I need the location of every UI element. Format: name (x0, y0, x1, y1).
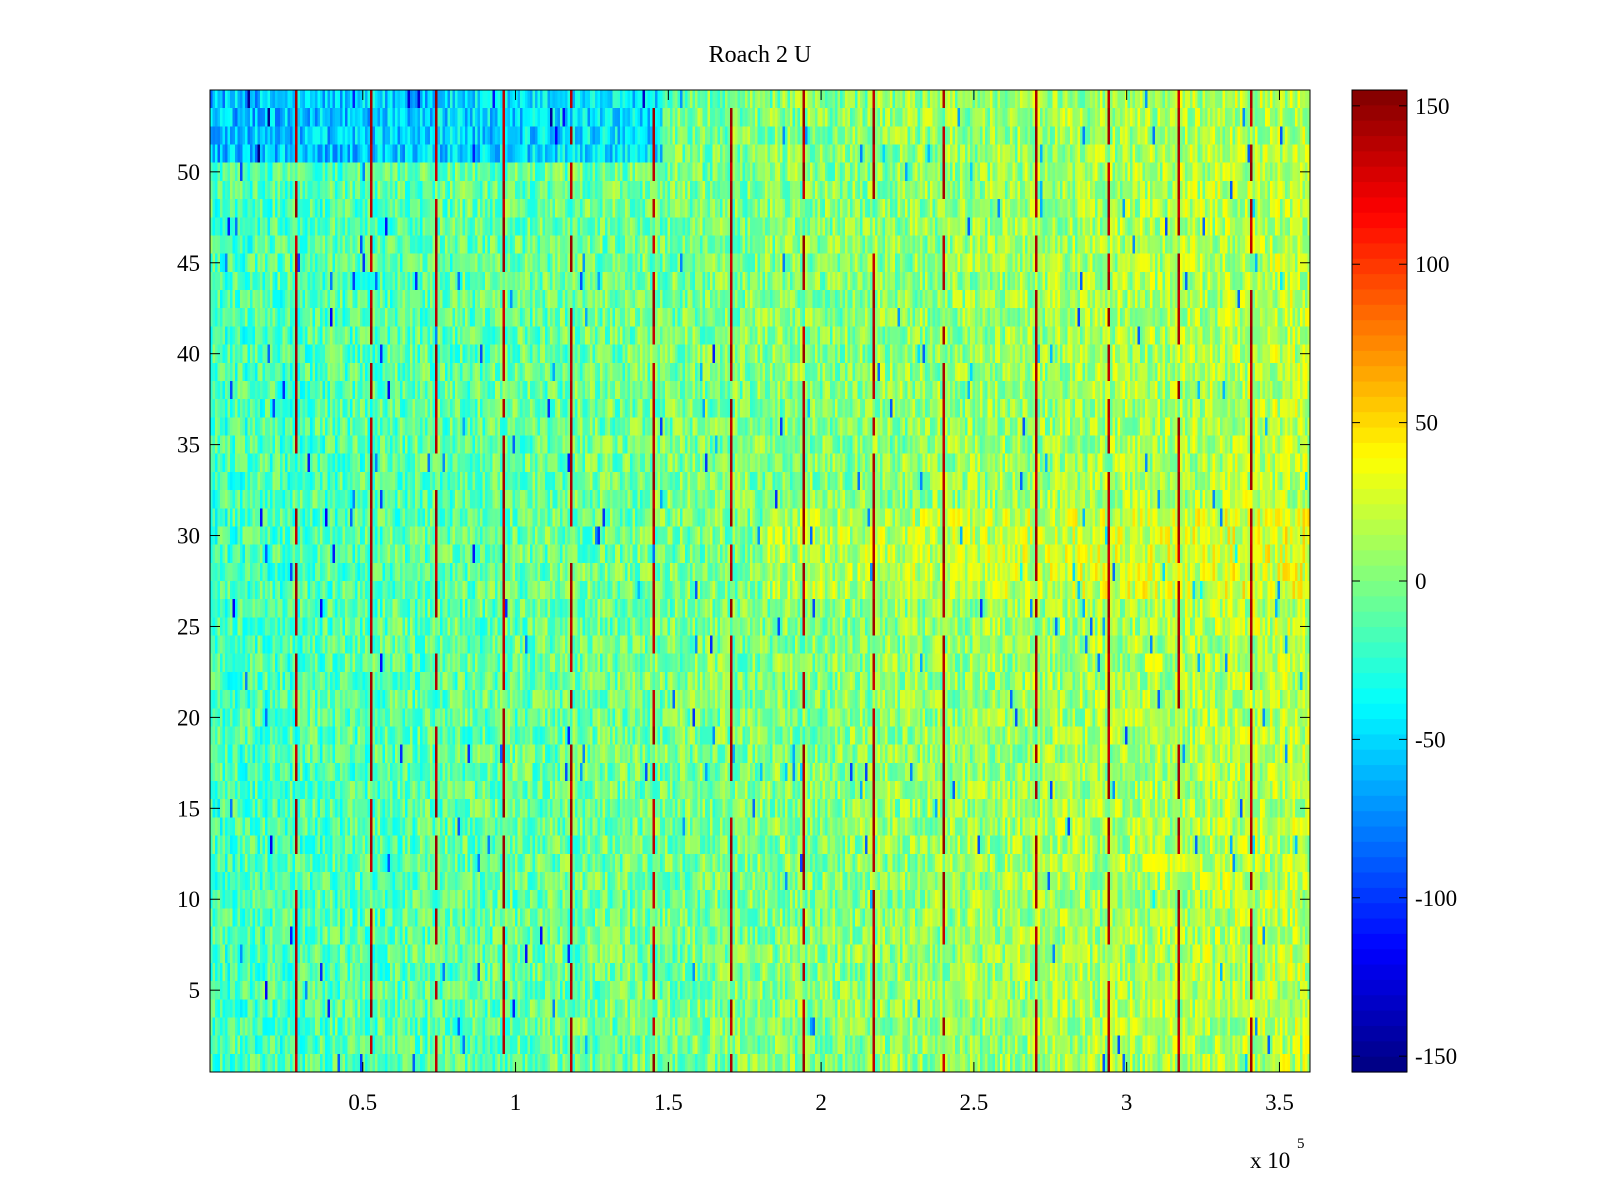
colorbar-segment (1352, 458, 1407, 475)
x-tick-label: 2 (815, 1090, 827, 1115)
colorbar-tick-label: 150 (1415, 94, 1450, 119)
x-exponent-label: x 10 (1250, 1148, 1290, 1173)
colorbar-segment (1352, 274, 1407, 291)
colorbar-tick-label: 50 (1415, 411, 1438, 436)
y-tick-label: 45 (177, 251, 200, 276)
y-tick-label: 15 (177, 796, 200, 821)
colorbar-segment (1352, 857, 1407, 874)
x-tick-label: 0.5 (348, 1090, 377, 1115)
y-tick-label: 30 (177, 524, 200, 549)
colorbar-segment (1352, 381, 1407, 398)
colorbar-segment (1352, 872, 1407, 889)
colorbar-segment (1352, 903, 1407, 920)
colorbar-segment (1352, 442, 1407, 459)
colorbar-segment (1352, 427, 1407, 444)
colorbar-segment (1352, 412, 1407, 429)
colorbar-segment (1352, 289, 1407, 306)
x-tick-label: 3 (1121, 1090, 1133, 1115)
colorbar-segment (1352, 396, 1407, 413)
y-tick-label: 35 (177, 433, 200, 458)
colorbar-segment (1352, 703, 1407, 720)
colorbar-segment (1352, 565, 1407, 582)
chart-title: Roach 2 U (708, 42, 812, 68)
heatmap-cells (210, 90, 1310, 1072)
colorbar-segment (1352, 795, 1407, 812)
heatmap (210, 90, 1310, 1072)
colorbar-segment (1352, 1025, 1407, 1042)
colorbar-segment (1352, 304, 1407, 321)
colorbar-segment (1352, 519, 1407, 536)
colorbar-segment (1352, 627, 1407, 643)
colorbar-tick-label: 0 (1415, 569, 1427, 594)
colorbar-segment (1352, 933, 1407, 950)
colorbar-segment (1352, 949, 1407, 966)
colorbar: 150 100 50 0 -50 -100 -150 (1351, 89, 1457, 1073)
colorbar-segment (1352, 136, 1407, 152)
colorbar-segment (1352, 811, 1407, 828)
y-tick-label: 10 (177, 887, 200, 912)
x-exponent-power: 5 (1297, 1136, 1305, 1152)
colorbar-segment (1352, 350, 1407, 367)
colorbar-segment (1352, 550, 1407, 567)
x-tick-label: 2.5 (960, 1090, 989, 1115)
x-tick-label: 1 (510, 1090, 522, 1115)
colorbar-segment (1352, 228, 1407, 245)
y-tick-label: 5 (189, 978, 201, 1003)
colorbar-tick-label: 100 (1415, 252, 1450, 277)
y-tick-label: 40 (177, 342, 200, 367)
colorbar-segment (1352, 918, 1407, 935)
colorbar-segment (1352, 151, 1407, 168)
colorbar-segment (1352, 504, 1407, 521)
colorbar-segment (1352, 90, 1407, 106)
colorbar-segment (1352, 719, 1407, 736)
colorbar-segment (1352, 887, 1407, 904)
colorbar-segment (1352, 581, 1407, 597)
colorbar-segment (1352, 258, 1407, 275)
colorbar-segment (1352, 197, 1407, 214)
axes: 0.5 1 1.5 2 2.5 3 3.5 x 10 5 5 10 15 20 25 30 35 40 45 50 (177, 90, 1310, 1173)
x-tick-label: 1.5 (654, 1090, 683, 1115)
colorbar-segment (1352, 596, 1407, 613)
colorbar-segment (1352, 749, 1407, 766)
colorbar-segment (1352, 473, 1407, 490)
colorbar-segment (1352, 366, 1407, 383)
colorbar-segment (1352, 243, 1407, 260)
colorbar-segment (1352, 826, 1407, 843)
colorbar-segment (1352, 780, 1407, 797)
colorbar-segment (1352, 105, 1407, 122)
colorbar-segment (1352, 534, 1407, 551)
colorbar-segment (1352, 1041, 1407, 1058)
colorbar-segment (1352, 979, 1407, 996)
y-tick-label: 50 (177, 160, 200, 185)
colorbar-tick-label: -100 (1415, 886, 1457, 911)
colorbar-segment (1352, 320, 1407, 337)
colorbar-segment (1352, 120, 1407, 137)
colorbar-segment (1352, 182, 1407, 199)
colorbar-segment (1352, 611, 1407, 628)
y-tick-label: 25 (177, 614, 200, 639)
colorbar-segment (1352, 335, 1407, 352)
colorbar-segment (1352, 166, 1407, 183)
colorbar-segment (1352, 657, 1407, 674)
x-tick-label: 3.5 (1265, 1090, 1294, 1115)
colorbar-segment (1352, 734, 1407, 751)
colorbar-tick-label: -150 (1415, 1044, 1457, 1069)
colorbar-segment (1352, 1056, 1407, 1073)
colorbar-segment (1352, 964, 1407, 981)
colorbar-segment (1352, 688, 1407, 705)
colorbar-segment (1352, 765, 1407, 782)
plot-frame (209, 89, 1311, 1073)
colorbar-segment (1352, 212, 1407, 229)
colorbar-segment (1352, 995, 1407, 1012)
colorbar-segment (1352, 673, 1407, 690)
colorbar-segment (1352, 1010, 1407, 1027)
colorbar-segment (1352, 642, 1407, 659)
colorbar-segment (1352, 841, 1407, 858)
y-tick-label: 20 (177, 705, 200, 730)
colorbar-tick-label: -50 (1415, 727, 1446, 752)
colorbar-segment (1352, 488, 1407, 505)
